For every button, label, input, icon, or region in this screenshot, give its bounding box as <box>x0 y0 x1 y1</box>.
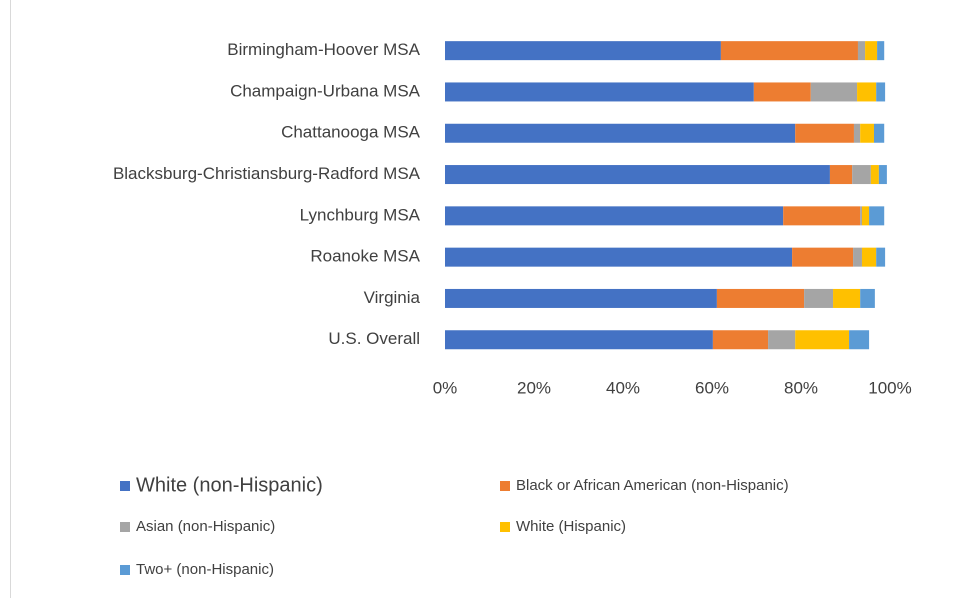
bar-segment <box>857 41 866 61</box>
bar-segment <box>857 82 877 102</box>
bar-segment <box>716 288 805 308</box>
bar-segment <box>445 330 713 350</box>
bar-segment <box>878 165 887 185</box>
y-tick-label: Virginia <box>364 288 421 307</box>
legend-swatch <box>120 522 130 532</box>
bar-segment <box>795 123 854 143</box>
y-tick-label: Chattanooga MSA <box>281 123 421 142</box>
legend-label: White (Hispanic) <box>516 518 626 535</box>
y-tick-label: U.S. Overall <box>328 329 420 348</box>
bar-segment <box>445 288 717 308</box>
bar-segment <box>860 123 874 143</box>
y-tick-label: Birmingham-Hoover MSA <box>227 40 420 59</box>
legend-label: Two+ (non-Hispanic) <box>136 561 274 578</box>
bar-segment <box>783 206 861 226</box>
bar-segment <box>720 41 858 61</box>
bar-segment <box>876 82 886 102</box>
legend-swatch <box>500 522 510 532</box>
bar-segment <box>860 206 862 226</box>
y-tick-label: Blacksburg-Christiansburg-Radford MSA <box>113 164 421 183</box>
legend-swatch <box>120 481 130 491</box>
bar-segment <box>849 330 870 350</box>
bar-segment <box>445 123 796 143</box>
legend-label: White (non-Hispanic) <box>136 474 323 496</box>
legend-label: Black or African American (non-Hispanic) <box>516 477 789 494</box>
bar-segment <box>853 247 862 267</box>
bar-segment <box>860 288 875 308</box>
bar-segment <box>876 247 886 267</box>
bar-segment <box>753 82 811 102</box>
bar-segment <box>795 330 850 350</box>
bar-segment <box>445 41 721 61</box>
bar-segment <box>852 165 871 185</box>
x-tick-label: 100% <box>868 378 911 397</box>
x-tick-label: 20% <box>517 378 551 397</box>
bar-segment <box>445 82 754 102</box>
bar-segment <box>865 41 878 61</box>
y-tick-label: Roanoke MSA <box>310 247 420 266</box>
x-tick-label: 0% <box>433 378 458 397</box>
legend-swatch <box>500 481 510 491</box>
bar-segment <box>445 165 830 185</box>
bar-segment <box>445 247 793 267</box>
bar-segment <box>792 247 854 267</box>
legend-swatch <box>120 565 130 575</box>
bar-segment <box>873 123 885 143</box>
y-tick-label: Lynchburg MSA <box>300 205 421 224</box>
bar-segment <box>853 123 861 143</box>
x-tick-label: 40% <box>606 378 640 397</box>
legend-label: Asian (non-Hispanic) <box>136 518 275 535</box>
x-tick-label: 80% <box>784 378 818 397</box>
x-tick-label: 60% <box>695 378 729 397</box>
bar-segment <box>829 165 853 185</box>
bar-segment <box>861 247 877 267</box>
bar-segment <box>877 41 885 61</box>
bar-segment <box>861 206 870 226</box>
bar-segment <box>833 288 861 308</box>
bar-segment <box>804 288 834 308</box>
bar-segment <box>869 206 885 226</box>
bar-segment <box>445 206 784 226</box>
bar-segment <box>810 82 858 102</box>
y-tick-label: Champaign-Urbana MSA <box>230 81 421 100</box>
bar-segment <box>768 330 796 350</box>
bar-segment <box>870 165 879 185</box>
bar-segment <box>712 330 769 350</box>
